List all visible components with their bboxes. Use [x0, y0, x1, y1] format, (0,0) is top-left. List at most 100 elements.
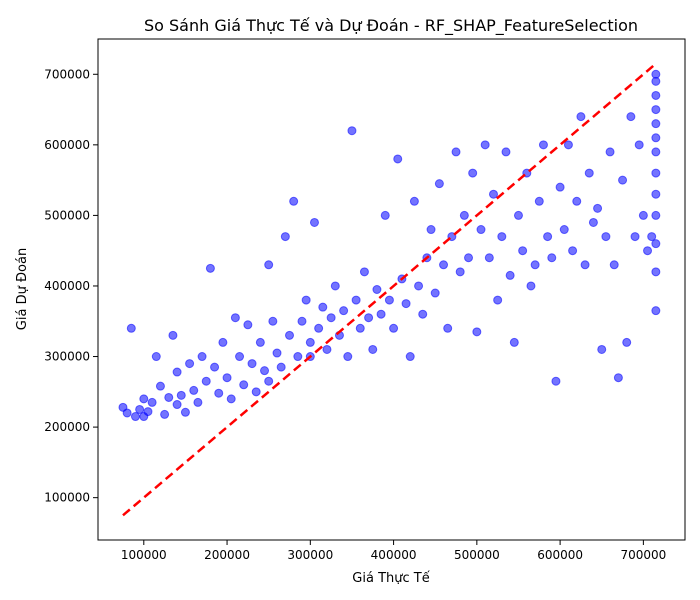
scatter-point [289, 196, 299, 206]
scatter-point [301, 295, 311, 305]
y-tick-label: 600000 [44, 138, 90, 152]
x-tick-label: 600000 [537, 548, 583, 562]
scatter-point [359, 267, 369, 277]
scatter-point [580, 260, 590, 270]
scatter-point [651, 210, 661, 220]
scatter-point [268, 316, 278, 326]
points-layer [118, 69, 661, 422]
scatter-point [243, 320, 253, 330]
scatter-point [530, 260, 540, 270]
scatter-point [205, 263, 215, 273]
scatter-point [480, 140, 490, 150]
reference-line [122, 62, 657, 517]
scatter-point [172, 367, 182, 377]
scatter-point [634, 140, 644, 150]
scatter-point [351, 295, 361, 305]
scatter-point [147, 397, 157, 407]
scatter-point [572, 196, 582, 206]
scatter-point [280, 232, 290, 242]
scatter-point [235, 352, 245, 362]
scatter-point [355, 323, 365, 333]
scatter-point [593, 203, 603, 213]
scatter-point [309, 217, 319, 227]
scatter-point [272, 348, 282, 358]
scatter-point [651, 306, 661, 316]
scatter-point [160, 409, 170, 419]
scatter-point [501, 147, 511, 157]
scatter-point [609, 260, 619, 270]
scatter-point [493, 295, 503, 305]
scatter-point [218, 337, 228, 347]
scatter-point [176, 390, 186, 400]
scatter-point [651, 105, 661, 115]
scatter-point [613, 373, 623, 383]
scatter-point [472, 327, 482, 337]
scatter-point [509, 337, 519, 347]
scatter-point [651, 189, 661, 199]
scatter-point [651, 119, 661, 129]
scatter-point [418, 309, 428, 319]
scatter-point [505, 270, 515, 280]
scatter-point [601, 232, 611, 242]
scatter-point [439, 260, 449, 270]
scatter-point [464, 253, 474, 263]
scatter-point [459, 210, 469, 220]
scatter-point [318, 302, 328, 312]
scatter-point [168, 330, 178, 340]
scatter-point [180, 407, 190, 417]
scatter-point [330, 281, 340, 291]
scatter-point [414, 281, 424, 291]
scatter-point [384, 295, 394, 305]
scatter-point [563, 140, 573, 150]
scatter-point [568, 246, 578, 256]
scatter-point [151, 352, 161, 362]
scatter-point [172, 400, 182, 410]
x-tick-label: 100000 [121, 548, 167, 562]
scatter-point [443, 323, 453, 333]
scatter-point [189, 385, 199, 395]
scatter-point [305, 337, 315, 347]
scatter-point [255, 337, 265, 347]
scatter-point [401, 299, 411, 309]
scatter-point [630, 232, 640, 242]
scatter-point [214, 388, 224, 398]
scatter-point [538, 140, 548, 150]
scatter-point [347, 126, 357, 136]
scatter-point [551, 376, 561, 386]
scatter-point [135, 404, 145, 414]
scatter-point [297, 316, 307, 326]
scatter-point [576, 112, 586, 122]
scatter-point [651, 133, 661, 143]
scatter-point [622, 337, 632, 347]
scatter-point [164, 392, 174, 402]
y-axis: 100000 200000 300000 400000 500000 600000 7000… [44, 67, 98, 505]
scatter-point [193, 397, 203, 407]
scatter-point [380, 210, 390, 220]
scatter-point [322, 344, 332, 354]
scatter-point [451, 147, 461, 157]
y-tick-label: 300000 [44, 350, 90, 364]
scatter-point [339, 306, 349, 316]
scatter-point [226, 394, 236, 404]
scatter-point [455, 267, 465, 277]
y-tick-label: 100000 [44, 491, 90, 505]
scatter-point [264, 260, 274, 270]
scatter-point [426, 225, 436, 235]
scatter-point [372, 285, 382, 294]
scatter-point [276, 362, 286, 372]
scatter-point [251, 387, 261, 397]
scatter-point [468, 168, 478, 178]
x-tick-label: 700000 [620, 548, 666, 562]
scatter-point [651, 69, 661, 79]
scatter-point [597, 344, 607, 354]
scatter-point [293, 352, 303, 362]
scatter-point [513, 210, 523, 220]
scatter-point [497, 232, 507, 242]
scatter-point [584, 168, 594, 178]
scatter-point [389, 323, 399, 333]
x-tick-label: 200000 [204, 548, 250, 562]
scatter-point [222, 373, 232, 383]
chart-title: So Sánh Giá Thực Tế và Dự Đoán - RF_SHAP… [144, 16, 638, 36]
scatter-point [247, 359, 257, 369]
